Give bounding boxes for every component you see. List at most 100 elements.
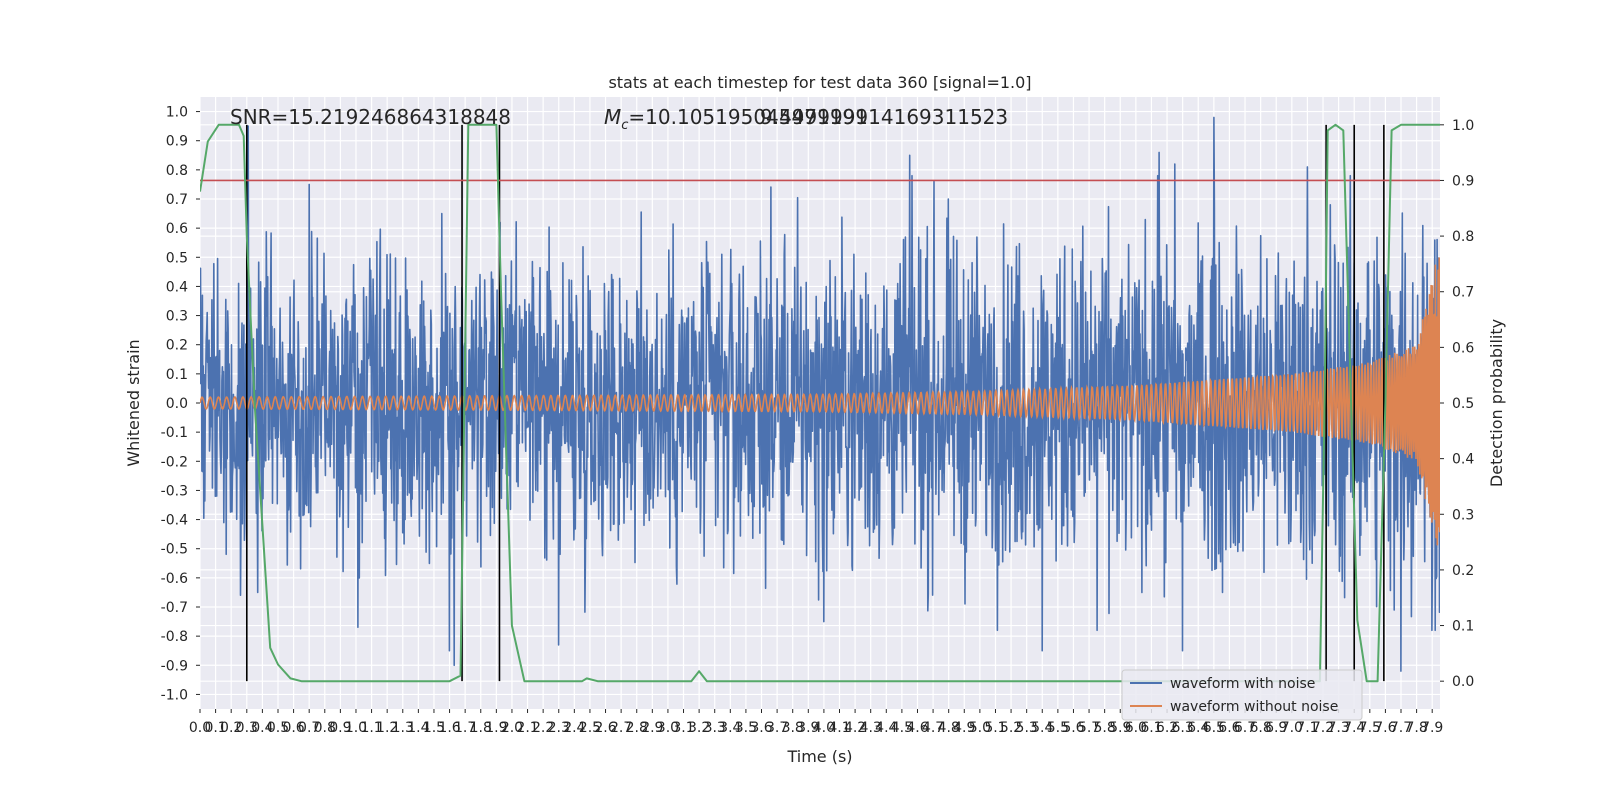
x-tick-label: 4.2 xyxy=(844,720,866,736)
x-axis-ticks: 0.00.10.20.30.40.50.60.70.80.91.01.11.21… xyxy=(189,709,1443,736)
x-tick-label: 7.5 xyxy=(1359,720,1381,736)
y-right-tick-label: 0.2 xyxy=(1452,563,1474,579)
y-tick-label: -0.7 xyxy=(161,600,188,616)
x-tick-label: 5.1 xyxy=(984,720,1006,736)
x-tick-label: 2.5 xyxy=(579,720,601,736)
y-tick-label: -0.8 xyxy=(161,629,188,645)
y-right-tick-label: 0.4 xyxy=(1452,452,1474,468)
x-tick-label: 2.0 xyxy=(501,720,523,736)
x-tick-label: 4.1 xyxy=(828,720,850,736)
x-tick-label: 7.4 xyxy=(1343,720,1365,736)
x-tick-label: 3.2 xyxy=(688,720,710,736)
x-tick-label: 5.8 xyxy=(1094,720,1116,736)
snr-annotation: SNR=15.219246864318848 xyxy=(230,105,511,129)
x-tick-label: 6.8 xyxy=(1249,720,1271,736)
y-right-tick-label: 0.9 xyxy=(1452,173,1474,189)
y-tick-label: 0.0 xyxy=(166,396,188,412)
x-tick-label: 4.8 xyxy=(938,720,960,736)
x-tick-label: 7.8 xyxy=(1405,720,1427,736)
x-tick-label: 3.9 xyxy=(797,720,819,736)
x-tick-label: 4.3 xyxy=(860,720,882,736)
x-tick-label: 7.2 xyxy=(1312,720,1334,736)
x-tick-label: 4.7 xyxy=(922,720,944,736)
x-tick-label: 0.3 xyxy=(236,720,258,736)
legend-box xyxy=(1121,669,1363,721)
x-tick-label: 2.8 xyxy=(626,720,648,736)
x-tick-label: 2.2 xyxy=(532,720,554,736)
x-tick-label: 4.6 xyxy=(906,720,928,736)
y-axis-right-ticks: 0.0 0.1 0.2 0.3 0.4 0.5 0.6 0.7 0.8 0.9 1.0 xyxy=(1440,118,1474,690)
y-tick-label: 0.8 xyxy=(166,163,188,179)
x-tick-label: 6.6 xyxy=(1218,720,1240,736)
x-tick-label: 0.4 xyxy=(251,720,273,736)
x-tick-label: 7.9 xyxy=(1421,720,1443,736)
y-axis-right-label: Detection probability xyxy=(1487,319,1506,487)
y-right-tick-label: 0.1 xyxy=(1452,619,1474,635)
x-tick-label: 1.1 xyxy=(360,720,382,736)
x-tick-label: 5.5 xyxy=(1047,720,1069,736)
x-tick-label: 6.9 xyxy=(1265,720,1287,736)
y-right-tick-label: 0.7 xyxy=(1452,285,1474,301)
y-right-tick-label: 0.6 xyxy=(1452,340,1474,356)
clean-line xyxy=(200,257,1440,546)
x-tick-label: 7.1 xyxy=(1296,720,1318,736)
x-tick-label: 7.7 xyxy=(1390,720,1412,736)
chirp-mass-overlap-annotation: 9.499999914169311523 xyxy=(760,105,1008,129)
x-tick-label: 7.3 xyxy=(1327,720,1349,736)
y-tick-label: -0.2 xyxy=(161,454,188,470)
x-tick-label: 1.5 xyxy=(423,720,445,736)
x-tick-label: 5.7 xyxy=(1078,720,1100,736)
probability-line xyxy=(200,123,1440,683)
x-tick-label: 3.0 xyxy=(657,720,679,736)
series-detection-probability xyxy=(200,123,1440,683)
x-tick-label: 6.1 xyxy=(1140,720,1162,736)
y-tick-label: -0.9 xyxy=(161,658,188,674)
y-tick-label: 1.0 xyxy=(166,105,188,121)
x-tick-label: 3.6 xyxy=(750,720,772,736)
x-tick-label: 0.8 xyxy=(314,720,336,736)
x-tick-label: 2.4 xyxy=(563,720,585,736)
x-tick-label: 3.1 xyxy=(672,720,694,736)
y-right-tick-label: 0.0 xyxy=(1452,674,1474,690)
x-tick-label: 1.9 xyxy=(485,720,507,736)
x-tick-label: 3.8 xyxy=(782,720,804,736)
chirp-mass-symbol: M xyxy=(604,105,621,129)
series-waveform-without-noise xyxy=(200,257,1440,546)
x-tick-label: 6.5 xyxy=(1203,720,1225,736)
x-tick-label: 7.6 xyxy=(1374,720,1396,736)
x-tick-label: 5.6 xyxy=(1062,720,1084,736)
x-tick-label: 4.5 xyxy=(891,720,913,736)
x-tick-label: 4.4 xyxy=(875,720,897,736)
legend-label-clean: waveform without noise xyxy=(1170,699,1338,715)
x-tick-label: 0.9 xyxy=(329,720,351,736)
y-tick-label: -0.4 xyxy=(161,513,188,529)
chart-title: stats at each timestep for test data 360… xyxy=(608,73,1031,92)
chirp-mass-subscript: c xyxy=(621,118,628,133)
x-tick-label: 5.4 xyxy=(1031,720,1053,736)
y-right-tick-label: 0.8 xyxy=(1452,229,1474,245)
y-right-tick-label: 1.0 xyxy=(1452,118,1474,134)
x-tick-label: 6.2 xyxy=(1156,720,1178,736)
chirp-mass-annotation: Mc=10.105195045471191 xyxy=(604,105,868,133)
y-right-tick-label: 0.5 xyxy=(1452,396,1474,412)
x-tick-label: 5.3 xyxy=(1016,720,1038,736)
x-tick-label: 0.0 xyxy=(189,720,211,736)
y-tick-label: -1.0 xyxy=(161,687,188,703)
x-tick-label: 1.2 xyxy=(376,720,398,736)
x-tick-label: 0.1 xyxy=(204,720,226,736)
legend-label-noise: waveform with noise xyxy=(1170,676,1315,692)
y-tick-label: 0.7 xyxy=(166,192,188,208)
x-tick-label: 1.8 xyxy=(470,720,492,736)
x-tick-label: 6.3 xyxy=(1172,720,1194,736)
x-tick-label: 6.4 xyxy=(1187,720,1209,736)
x-tick-label: 3.7 xyxy=(766,720,788,736)
x-tick-label: 7.0 xyxy=(1281,720,1303,736)
x-tick-label: 1.4 xyxy=(407,720,429,736)
x-tick-label: 1.7 xyxy=(454,720,476,736)
x-tick-label: 3.3 xyxy=(704,720,726,736)
x-tick-label: 4.9 xyxy=(953,720,975,736)
y-axis-left-ticks: -1.0 -0.9 -0.8 -0.7 -0.6 -0.5 -0.4 -0.3 -0.2 -0.1… xyxy=(161,105,200,703)
y-tick-label: 0.3 xyxy=(166,309,188,325)
y-tick-label: 0.6 xyxy=(166,221,188,237)
y-tick-label: 0.9 xyxy=(166,134,188,150)
